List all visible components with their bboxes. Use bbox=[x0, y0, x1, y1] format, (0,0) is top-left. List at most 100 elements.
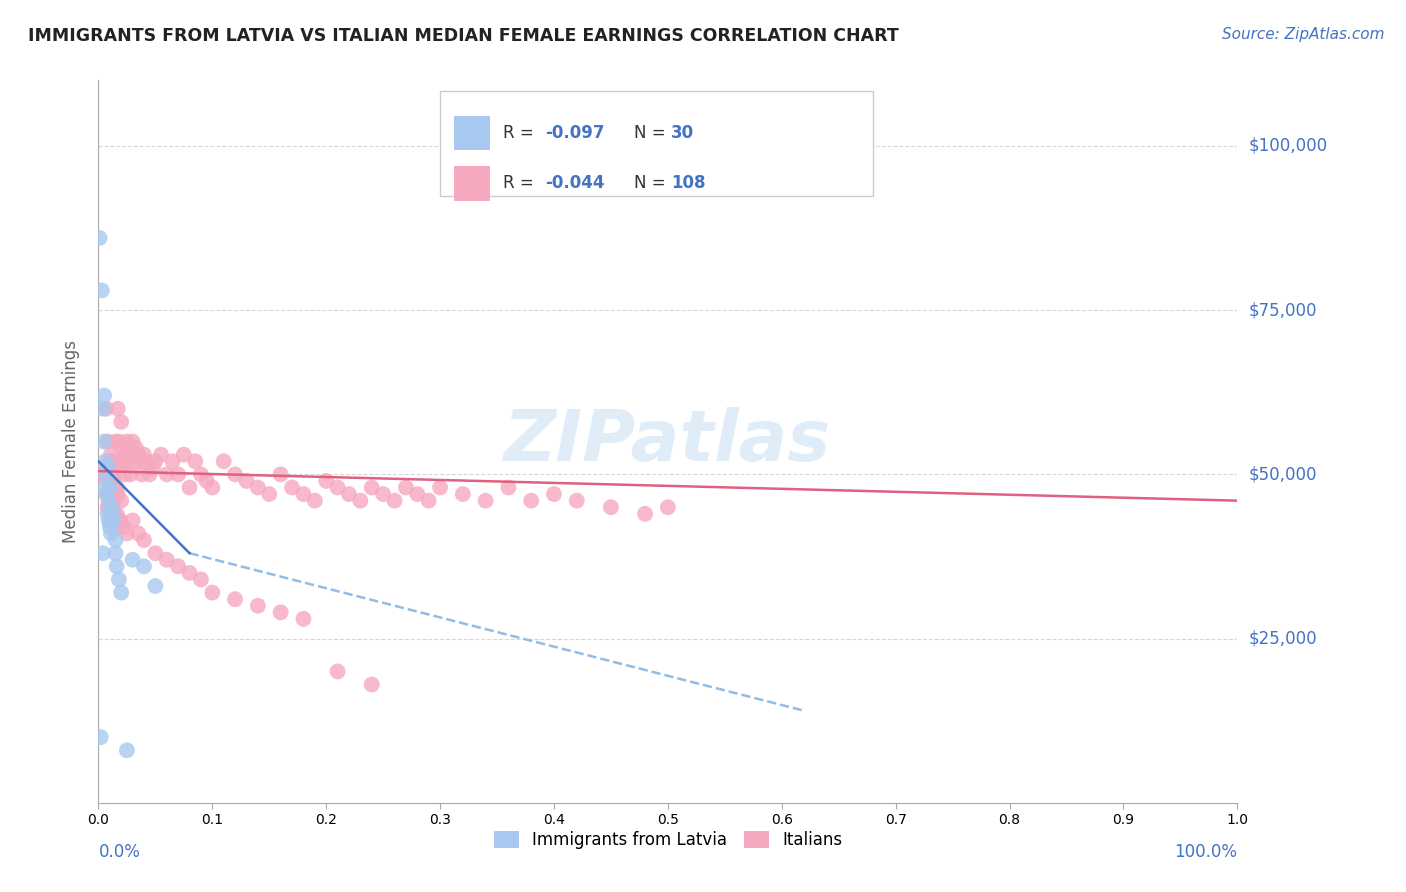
Point bbox=[135, 454, 157, 468]
Text: N =: N = bbox=[634, 174, 671, 193]
Point bbox=[121, 434, 143, 449]
Point bbox=[97, 493, 120, 508]
Point bbox=[97, 454, 120, 468]
Point bbox=[451, 487, 474, 501]
Point bbox=[406, 487, 429, 501]
Point bbox=[270, 605, 292, 619]
Point bbox=[190, 467, 212, 482]
Point bbox=[304, 493, 326, 508]
Point bbox=[326, 665, 349, 679]
Text: 0.0%: 0.0% bbox=[98, 843, 141, 861]
Point bbox=[120, 467, 142, 482]
Text: -0.044: -0.044 bbox=[546, 174, 605, 193]
Point bbox=[142, 460, 165, 475]
Point bbox=[91, 546, 114, 560]
Point bbox=[138, 467, 160, 482]
Point bbox=[103, 467, 125, 482]
Point bbox=[108, 454, 131, 468]
Point bbox=[111, 441, 134, 455]
Point bbox=[121, 553, 143, 567]
Point bbox=[90, 284, 112, 298]
Point bbox=[121, 513, 143, 527]
Point bbox=[127, 526, 149, 541]
Point bbox=[270, 467, 292, 482]
Text: IMMIGRANTS FROM LATVIA VS ITALIAN MEDIAN FEMALE EARNINGS CORRELATION CHART: IMMIGRANTS FROM LATVIA VS ITALIAN MEDIAN… bbox=[28, 27, 898, 45]
Point bbox=[98, 513, 121, 527]
Point bbox=[100, 500, 122, 515]
Point bbox=[97, 513, 120, 527]
Text: 30: 30 bbox=[671, 124, 695, 142]
Point bbox=[96, 487, 118, 501]
Point bbox=[565, 493, 588, 508]
Point bbox=[600, 500, 623, 515]
Point bbox=[100, 526, 122, 541]
Point bbox=[190, 573, 212, 587]
Point bbox=[103, 513, 125, 527]
Text: -0.097: -0.097 bbox=[546, 124, 605, 142]
Point bbox=[224, 467, 246, 482]
Point bbox=[360, 677, 382, 691]
Point bbox=[108, 434, 131, 449]
Text: $25,000: $25,000 bbox=[1249, 630, 1317, 648]
Point bbox=[94, 471, 117, 485]
Point bbox=[173, 448, 195, 462]
Point bbox=[371, 487, 394, 501]
Point bbox=[125, 441, 148, 455]
Point bbox=[657, 500, 679, 515]
Point bbox=[132, 448, 155, 462]
Point bbox=[93, 388, 115, 402]
Point bbox=[100, 507, 122, 521]
Point bbox=[281, 481, 304, 495]
Point bbox=[326, 481, 349, 495]
Point bbox=[145, 454, 167, 468]
Point bbox=[98, 500, 121, 515]
Text: R =: R = bbox=[503, 174, 538, 193]
Point bbox=[112, 454, 135, 468]
Point bbox=[89, 231, 111, 245]
Point bbox=[96, 460, 118, 475]
Point bbox=[110, 493, 132, 508]
Point bbox=[498, 481, 520, 495]
Point bbox=[337, 487, 360, 501]
Point bbox=[96, 500, 118, 515]
Point bbox=[110, 415, 132, 429]
Point bbox=[96, 507, 118, 521]
Point bbox=[98, 460, 121, 475]
Point bbox=[94, 454, 117, 468]
Text: $75,000: $75,000 bbox=[1249, 301, 1317, 319]
Point bbox=[104, 546, 127, 560]
Point bbox=[520, 493, 543, 508]
Point bbox=[124, 454, 146, 468]
Point bbox=[292, 487, 315, 501]
Point bbox=[94, 460, 117, 475]
Point bbox=[184, 454, 207, 468]
Point bbox=[98, 520, 121, 534]
Point bbox=[103, 493, 125, 508]
Point bbox=[90, 730, 112, 744]
Point bbox=[101, 513, 124, 527]
Text: 100.0%: 100.0% bbox=[1174, 843, 1237, 861]
Point bbox=[474, 493, 496, 508]
Point bbox=[235, 474, 257, 488]
FancyBboxPatch shape bbox=[440, 91, 873, 196]
Point bbox=[94, 481, 117, 495]
Point bbox=[105, 507, 128, 521]
Point bbox=[429, 481, 451, 495]
Point bbox=[349, 493, 371, 508]
Point bbox=[246, 599, 269, 613]
Point bbox=[384, 493, 406, 508]
Point bbox=[114, 448, 136, 462]
Point bbox=[179, 566, 201, 580]
Point bbox=[96, 487, 118, 501]
Point bbox=[156, 553, 179, 567]
Point bbox=[167, 559, 190, 574]
Text: R =: R = bbox=[503, 124, 538, 142]
Bar bbox=[454, 166, 491, 201]
Point bbox=[103, 507, 125, 521]
Point bbox=[103, 513, 125, 527]
Point bbox=[150, 448, 173, 462]
Point bbox=[292, 612, 315, 626]
Point bbox=[145, 579, 167, 593]
Text: $50,000: $50,000 bbox=[1249, 466, 1317, 483]
Point bbox=[315, 474, 337, 488]
